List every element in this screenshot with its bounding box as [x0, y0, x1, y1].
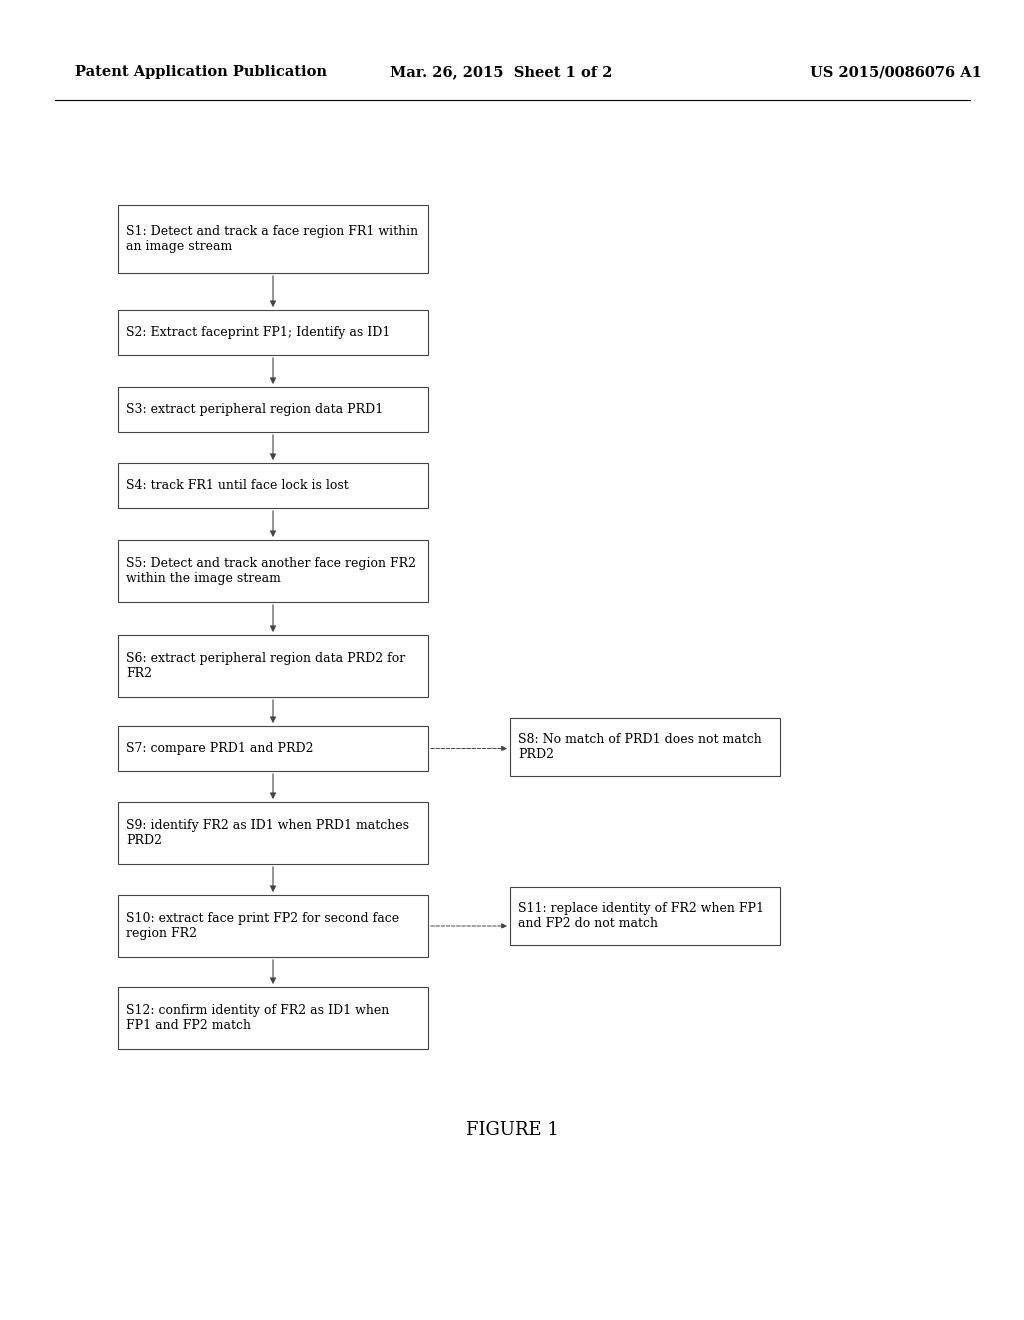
Text: S11: replace identity of FR2 when FP1
and FP2 do not match: S11: replace identity of FR2 when FP1 an…: [518, 902, 764, 931]
Text: S3: extract peripheral region data PRD1: S3: extract peripheral region data PRD1: [126, 403, 383, 416]
Bar: [118, 205, 428, 273]
Bar: [118, 895, 428, 957]
Text: US 2015/0086076 A1: US 2015/0086076 A1: [810, 65, 982, 79]
Text: S6: extract peripheral region data PRD2 for
FR2: S6: extract peripheral region data PRD2 …: [126, 652, 406, 680]
Text: FIGURE 1: FIGURE 1: [466, 1121, 558, 1139]
Bar: [118, 540, 428, 602]
Bar: [118, 726, 428, 771]
Text: S8: No match of PRD1 does not match
PRD2: S8: No match of PRD1 does not match PRD2: [518, 733, 762, 762]
Bar: [510, 887, 780, 945]
Text: Mar. 26, 2015  Sheet 1 of 2: Mar. 26, 2015 Sheet 1 of 2: [390, 65, 612, 79]
Text: Patent Application Publication: Patent Application Publication: [75, 65, 327, 79]
Bar: [118, 310, 428, 355]
Bar: [118, 803, 428, 865]
Bar: [118, 463, 428, 508]
Text: S2: Extract faceprint FP1; Identify as ID1: S2: Extract faceprint FP1; Identify as I…: [126, 326, 390, 339]
Bar: [118, 635, 428, 697]
Bar: [118, 387, 428, 432]
Text: S1: Detect and track a face region FR1 within
an image stream: S1: Detect and track a face region FR1 w…: [126, 224, 418, 253]
Text: S12: confirm identity of FR2 as ID1 when
FP1 and FP2 match: S12: confirm identity of FR2 as ID1 when…: [126, 1005, 389, 1032]
Text: S7: compare PRD1 and PRD2: S7: compare PRD1 and PRD2: [126, 742, 313, 755]
Text: S10: extract face print FP2 for second face
region FR2: S10: extract face print FP2 for second f…: [126, 912, 399, 940]
Bar: [510, 718, 780, 776]
Text: S9: identify FR2 as ID1 when PRD1 matches
PRD2: S9: identify FR2 as ID1 when PRD1 matche…: [126, 818, 409, 847]
Text: S5: Detect and track another face region FR2
within the image stream: S5: Detect and track another face region…: [126, 557, 416, 585]
Text: S4: track FR1 until face lock is lost: S4: track FR1 until face lock is lost: [126, 479, 349, 492]
Bar: [118, 987, 428, 1049]
